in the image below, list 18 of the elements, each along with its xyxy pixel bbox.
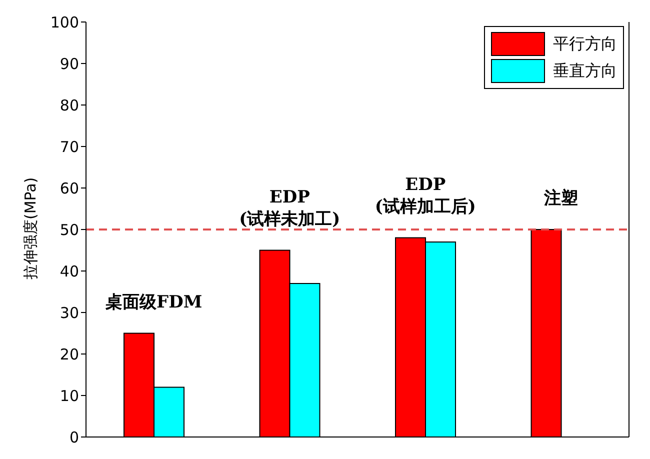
y-tick-label: 30 [60,304,79,322]
y-tick-label: 60 [60,179,79,198]
y-tick-label: 70 [60,138,79,156]
y-tick-label: 20 [60,345,79,364]
y-tick-label: 50 [60,220,79,239]
y-tick-label: 0 [69,428,79,446]
x-tick-label: 注塑 [543,188,578,208]
y-tick-label: 80 [60,96,79,114]
y-axis-title: 拉伸强度(MPa) [21,177,40,280]
x-tick-label: 桌面级FDM [104,292,202,312]
y-tick-label: 40 [60,262,79,280]
x-tick-label: EDP (试样未加工) [239,187,340,230]
y-tick-label: 10 [60,386,79,405]
x-tick-label: EDP (试样加工后) [374,174,476,217]
legend-label: 垂直方向 [553,60,617,82]
legend-label: 平行方向 [553,34,617,54]
y-tick-label: 90 [60,54,79,73]
y-tick-label: 100 [50,13,79,32]
